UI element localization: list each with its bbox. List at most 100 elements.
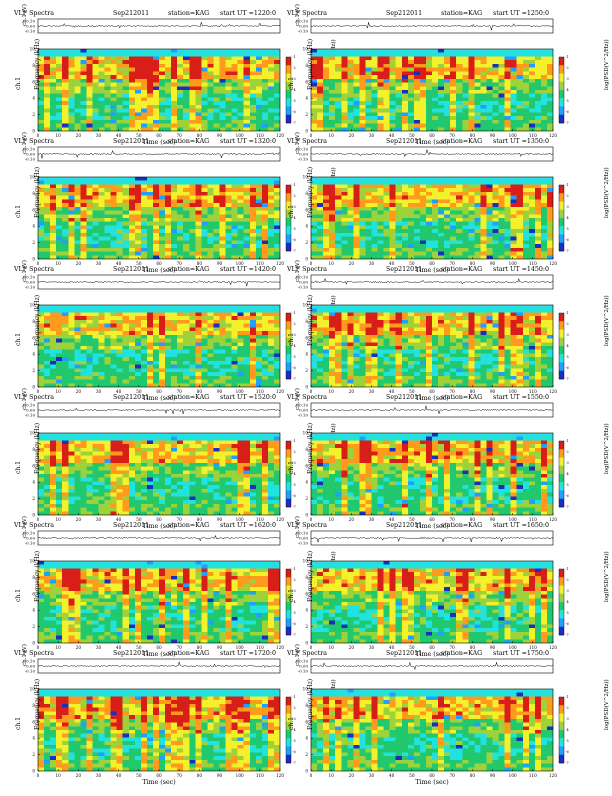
- colorbar-tick-label: -5: [293, 611, 296, 615]
- colorbar-segment: [559, 490, 564, 500]
- waveform-tick-label: 0.10: [299, 531, 308, 536]
- y-tick-label: 10: [303, 431, 309, 436]
- colorbar-segment: [559, 321, 564, 330]
- x-tick-label: 10: [328, 133, 334, 138]
- y-tick-label: 0: [305, 769, 308, 774]
- colorbar-tick-label: -3: [566, 461, 569, 465]
- waveform-tick-label: 0.00: [299, 536, 308, 541]
- colorbar-frame: [558, 696, 565, 764]
- x-tick-label: 30: [96, 645, 102, 650]
- x-tick-label: 90: [217, 133, 223, 138]
- panel-start-ut: start UT =1320:0: [220, 138, 276, 145]
- x-tick-label: 80: [197, 389, 203, 394]
- x-tick-label: 80: [197, 645, 203, 650]
- x-tick-label: 60: [429, 133, 435, 138]
- waveform-tick-label: -0.10: [298, 413, 309, 418]
- colorbar-tick-label: -4: [293, 344, 296, 348]
- spectrogram-side-label: ch.1: [15, 717, 22, 730]
- spectra-panel: VLF Spectra Sep212011 station=KAG start UT …: [13, 260, 337, 402]
- x-tick-label: 10: [55, 133, 61, 138]
- x-axis-label: Time (sec): [415, 139, 448, 146]
- colorbar-label: log(PSD(V^2/Hz)): [603, 423, 610, 474]
- colorbar-tick-label: -6: [566, 750, 569, 754]
- y-tick-label: 2: [305, 752, 308, 757]
- waveform-ylabel: ch.1 (V): [21, 4, 28, 26]
- x-tick-label: 100: [236, 389, 244, 394]
- x-tick-label: 100: [236, 261, 244, 266]
- y-tick-label: 2: [305, 240, 308, 245]
- colorbar-tick-label: -5: [293, 483, 296, 487]
- x-tick-label: 20: [349, 773, 355, 778]
- colorbar-segment: [286, 329, 291, 339]
- y-tick-label: 8: [305, 447, 308, 452]
- spectrogram-image: [38, 49, 280, 131]
- x-tick-label: 10: [55, 645, 61, 650]
- y-tick-label: 0: [305, 513, 308, 518]
- x-tick-label: 20: [76, 645, 82, 650]
- y-tick-label: 6: [305, 463, 308, 468]
- x-tick-label: 50: [409, 773, 415, 778]
- colorbar-segment: [559, 577, 564, 586]
- spectrogram-side-label: ch.1: [15, 77, 22, 90]
- x-axis-label: Time (sec): [415, 651, 448, 658]
- x-tick-label: 70: [176, 645, 182, 650]
- y-tick-label: 2: [32, 752, 35, 757]
- spectrogram-side-label: ch.1: [15, 205, 22, 218]
- x-axis-label: Time (sec): [142, 523, 175, 530]
- x-tick-label: 50: [409, 645, 415, 650]
- spectra-panel: VLF Spectra Sep212011 station=KAG start UT …: [286, 644, 610, 786]
- x-tick-label: 110: [529, 261, 537, 266]
- y-tick-label: 10: [30, 687, 36, 692]
- x-tick-label: 20: [76, 517, 82, 522]
- spectra-panel: VLF Spectra Sep212011 station=KAG start UT …: [286, 260, 610, 402]
- panel-title: VLF Spectra: [13, 394, 54, 401]
- waveform-tick-label: 0.00: [26, 280, 35, 285]
- spectrogram-side-label: ch.1: [15, 461, 22, 474]
- y-tick-label: 6: [32, 335, 35, 340]
- colorbar-tick-label: -7: [566, 377, 569, 381]
- colorbar-tick-label: -3: [293, 205, 296, 209]
- waveform-ylabel: ch.1 (V): [21, 260, 28, 282]
- x-tick-label: 120: [549, 261, 557, 266]
- waveform-trace: [310, 277, 554, 285]
- colorbar-segment: [559, 626, 564, 636]
- y-tick-label: 0: [32, 385, 35, 390]
- waveform-tick-label: 0.10: [299, 403, 308, 408]
- colorbar-segment: [559, 754, 564, 764]
- colorbar-tick-label: -7: [293, 505, 296, 509]
- colorbar-segment: [559, 346, 564, 355]
- y-tick-label: 4: [305, 352, 308, 357]
- colorbar-segment: [559, 65, 564, 74]
- colorbar-tick-label: -3: [293, 717, 296, 721]
- panel-title: VLF Spectra: [286, 394, 327, 401]
- y-tick-label: 6: [32, 463, 35, 468]
- colorbar-tick-label: -2: [293, 194, 296, 198]
- y-tick-label: 6: [305, 335, 308, 340]
- panel-date: Sep212011: [386, 138, 422, 145]
- x-tick-label: 70: [449, 133, 455, 138]
- waveform-tick-label: 0.00: [26, 536, 35, 541]
- panel-date: Sep212011: [386, 394, 422, 401]
- colorbar-segment: [286, 337, 291, 347]
- colorbar-tick-label: -6: [293, 366, 296, 370]
- x-tick-label: 80: [470, 133, 476, 138]
- x-tick-label: 0: [37, 517, 40, 522]
- panel-date: Sep212011: [386, 266, 422, 273]
- colorbar-segment: [559, 242, 564, 252]
- x-tick-label: 120: [276, 773, 284, 778]
- colorbar-segment: [559, 370, 564, 380]
- panel-title: VLF Spectra: [13, 138, 54, 145]
- colorbar-label: log(PSD(V^2/Hz)): [603, 679, 610, 730]
- x-tick-label: 50: [409, 133, 415, 138]
- colorbar-segment: [559, 498, 564, 508]
- x-tick-label: 10: [55, 261, 61, 266]
- y-tick-label: 6: [305, 719, 308, 724]
- spectrogram-image: [311, 689, 553, 771]
- x-tick-label: 60: [156, 133, 162, 138]
- waveform-tick-label: -0.10: [25, 541, 36, 546]
- spectra-panel: VLF Spectra Sep212011 station=KAG start UT …: [286, 4, 610, 146]
- y-tick-label: 10: [303, 175, 309, 180]
- colorbar-tick-label: -7: [293, 249, 296, 253]
- panel-title: VLF Spectra: [13, 650, 54, 657]
- x-tick-label: 50: [136, 645, 142, 650]
